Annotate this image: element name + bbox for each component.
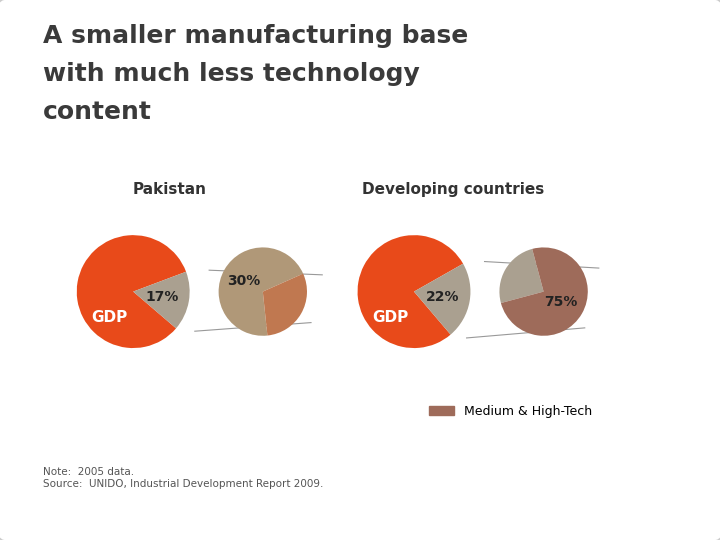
Wedge shape — [500, 249, 544, 303]
Wedge shape — [133, 272, 189, 328]
Text: 17%: 17% — [145, 289, 179, 303]
Legend: Medium & High-Tech: Medium & High-Tech — [424, 400, 597, 423]
Wedge shape — [263, 274, 307, 335]
Text: 30%: 30% — [227, 274, 261, 288]
Text: GDP: GDP — [91, 309, 127, 325]
Text: Pakistan: Pakistan — [132, 182, 206, 197]
Wedge shape — [77, 235, 186, 348]
Wedge shape — [219, 247, 303, 336]
Text: Note:  2005 data.
Source:  UNIDO, Industrial Development Report 2009.: Note: 2005 data. Source: UNIDO, Industri… — [43, 467, 323, 489]
Text: GDP: GDP — [372, 309, 408, 325]
Text: A smaller manufacturing base: A smaller manufacturing base — [43, 24, 469, 48]
Wedge shape — [501, 247, 588, 336]
Text: Developing countries: Developing countries — [362, 182, 545, 197]
Wedge shape — [414, 264, 470, 335]
Text: with much less technology: with much less technology — [43, 62, 420, 86]
Text: 75%: 75% — [544, 294, 577, 308]
Wedge shape — [358, 235, 463, 348]
Text: 22%: 22% — [426, 289, 459, 303]
Text: content: content — [43, 100, 152, 124]
